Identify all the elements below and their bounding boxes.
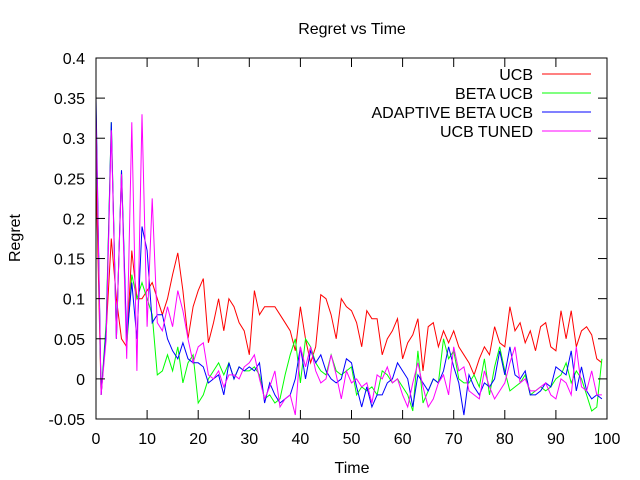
legend: UCB BETA UCB ADAPTIVE BETA UCB UCB TUNED xyxy=(371,67,591,141)
x-tick-label: 50 xyxy=(343,431,361,448)
x-tick-label: 90 xyxy=(547,431,565,448)
y-tick-label: 0.3 xyxy=(63,131,85,148)
x-tick-label: 20 xyxy=(189,431,207,448)
x-tick-label: 0 xyxy=(92,431,101,448)
y-tick-label: 0.15 xyxy=(54,252,85,269)
series-line-3 xyxy=(95,98,603,416)
y-tick-label: 0.05 xyxy=(54,332,85,349)
legend-label-3: ADAPTIVE BETA UCB xyxy=(371,105,533,122)
y-tick-label: 0 xyxy=(76,372,85,389)
plot-area: 0 10 20 30 40 50 60 70 80 90 100 -0.05 0 0.05 0.1 0.15 0… xyxy=(49,51,621,448)
x-tick-label: 30 xyxy=(240,431,258,448)
x-axis-label: Time xyxy=(335,460,370,477)
y-axis-label: Regret xyxy=(7,213,24,262)
legend-label-2: BETA UCB xyxy=(455,86,533,103)
legend-label-4: UCB TUNED xyxy=(440,124,533,141)
series-line-2 xyxy=(95,114,603,412)
x-tick-label: 100 xyxy=(594,431,621,448)
x-tick-label: 40 xyxy=(292,431,310,448)
series-line-1 xyxy=(95,170,603,395)
legend-label-1: UCB xyxy=(499,67,533,84)
y-tick-label: 0.35 xyxy=(54,91,85,108)
y-tick-label: 0.1 xyxy=(63,292,85,309)
x-tick-label: 80 xyxy=(496,431,514,448)
y-tick-label: 0.2 xyxy=(63,211,85,228)
x-tick-label: 10 xyxy=(138,431,156,448)
y-tick-label: -0.05 xyxy=(49,412,86,429)
series-line-4 xyxy=(95,114,602,416)
x-tick-label: 70 xyxy=(445,431,463,448)
x-tick-label: 60 xyxy=(394,431,412,448)
y-tick-label: 0.25 xyxy=(54,171,85,188)
y-tick-label: 0.4 xyxy=(63,51,85,68)
chart-title: Regret vs Time xyxy=(298,21,406,38)
